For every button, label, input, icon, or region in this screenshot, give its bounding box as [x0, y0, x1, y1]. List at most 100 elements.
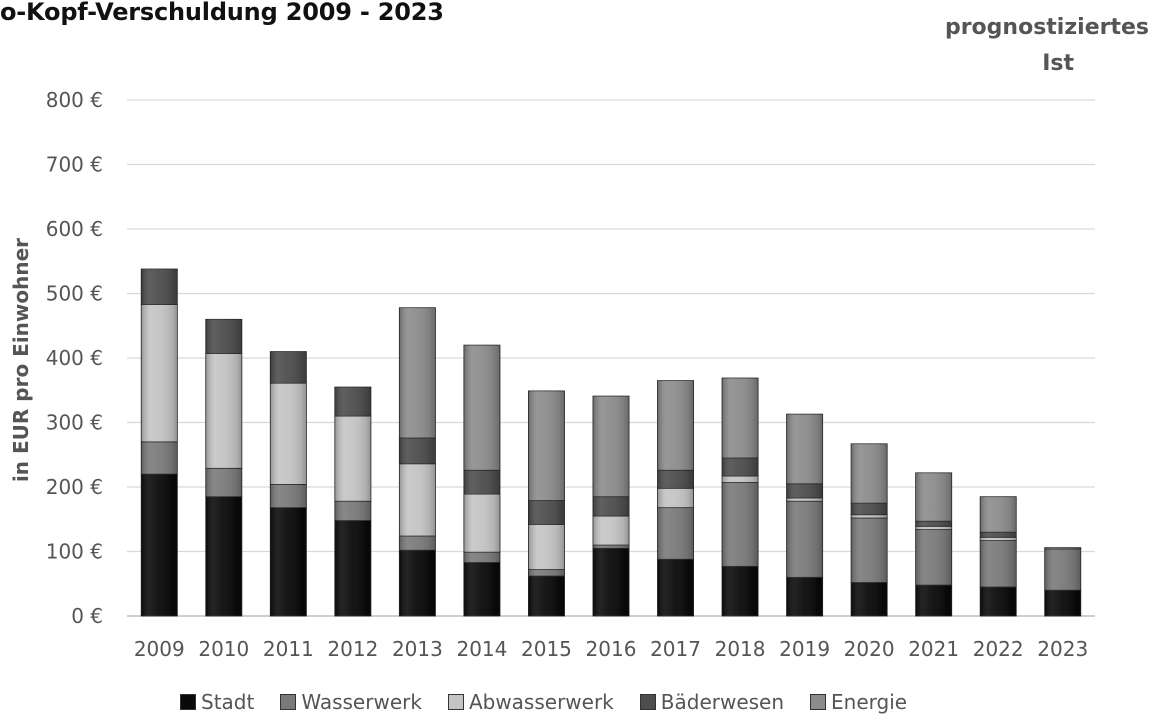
bar-segment-shading	[463, 552, 501, 563]
bar-segment-shading	[334, 520, 371, 616]
bar-stack-2018	[721, 377, 759, 617]
bar-segment-shading	[915, 529, 952, 586]
x-tick-label: 2011	[263, 637, 314, 661]
bar-stack-2010	[205, 318, 243, 617]
x-tick-label: 2021	[908, 637, 959, 661]
bar-segment-shading	[851, 582, 888, 616]
bar-segment-shading	[463, 345, 501, 471]
annotation-line-2: Ist	[1042, 51, 1074, 76]
bar-segment-shading	[528, 576, 565, 616]
legend: Stadt Wasserwerk Abwasserwerk Bäderwesen Ene…	[180, 690, 907, 714]
bar-segment-shading	[657, 470, 694, 489]
bar-segment-shading	[851, 503, 888, 515]
bar-segment-shading	[851, 514, 888, 518]
bar-segment-shading	[915, 585, 952, 616]
y-tick-label: 800 €	[46, 88, 103, 112]
x-tick-label: 2020	[844, 637, 895, 661]
x-tick-label: 2023	[1037, 637, 1088, 661]
y-axis-ticks: 0 € 100 € 200 € 300 € 400 € 500 € 600 € 700 € 80…	[46, 88, 103, 628]
bar-segment-shading	[721, 377, 759, 458]
bar-segment-shading	[141, 441, 178, 475]
bar-segment-shading	[592, 545, 630, 549]
bar-stack-2019	[786, 413, 824, 617]
y-tick-label: 400 €	[46, 346, 103, 370]
bar-segment-shading	[786, 497, 823, 502]
bar-segment-shading	[980, 496, 1017, 533]
bar-segment-shading	[270, 383, 307, 485]
legend-label: Abwasserwerk	[468, 690, 614, 714]
x-tick-label: 2014	[456, 637, 507, 661]
bar-segment-shading	[786, 483, 823, 498]
y-tick-label: 300 €	[46, 411, 103, 435]
bar-stack-2012	[334, 386, 372, 617]
bar-segment-shading	[592, 548, 630, 616]
bar-segment-shading	[980, 586, 1017, 616]
y-tick-label: 600 €	[46, 217, 103, 241]
bar-segment-shading	[528, 390, 565, 501]
bar-stack-2014	[463, 344, 501, 617]
stacked-bar-chart: 0 € 100 € 200 € 300 € 400 € 500 € 600 € 700 € 80…	[9, 88, 1095, 661]
annotation-line-1: prognostiziertes	[944, 15, 1149, 40]
bar-segment-shading	[205, 468, 242, 497]
y-tick-label: 100 €	[46, 540, 103, 564]
bar-segment-shading	[1044, 590, 1081, 616]
bar-stack-2013	[398, 307, 436, 617]
x-tick-label: 2009	[134, 637, 185, 661]
bar-segment-shading	[721, 457, 759, 477]
bar-segment-shading	[270, 507, 307, 616]
bar-segment-shading	[399, 550, 436, 616]
bar-segment-shading	[657, 559, 694, 616]
legend-label: Energie	[831, 690, 908, 714]
bar-stack-2021	[915, 472, 953, 617]
bar-stack-2015	[527, 390, 565, 617]
bar-segment-shading	[786, 501, 823, 578]
legend-item: Stadt	[180, 690, 254, 714]
x-tick-label: 2016	[586, 637, 637, 661]
bar-segment-shading	[786, 414, 823, 484]
y-tick-label: 700 €	[46, 153, 103, 177]
bar-stack-2020	[850, 443, 888, 617]
bar-segment-shading	[721, 476, 759, 483]
x-tick-label: 2010	[198, 637, 249, 661]
x-tick-label: 2017	[650, 637, 701, 661]
bar-stack-2022	[979, 496, 1017, 617]
y-tick-label: 0 €	[71, 604, 103, 628]
y-tick-label: 500 €	[46, 282, 103, 306]
bar-segment-shading	[657, 507, 694, 560]
chart-title: o-Kopf-Verschuldung 2009 - 2023	[0, 0, 444, 26]
legend-label: Stadt	[201, 690, 255, 714]
legend-swatch	[180, 694, 196, 710]
legend-item: Wasserwerk	[280, 690, 422, 714]
bar-segment-shading	[786, 577, 823, 616]
bar-segment-shading	[592, 496, 630, 517]
bar-segment-shading	[399, 463, 436, 537]
x-tick-label: 2018	[715, 637, 766, 661]
bar-stack-2011	[269, 351, 307, 617]
bar-segment-shading	[851, 443, 888, 504]
bar-segment-shading	[399, 536, 436, 551]
bar-segment-shading	[205, 496, 242, 616]
bar-segment-shading	[205, 353, 242, 469]
y-axis-label: in EUR pro Einwohner	[9, 238, 33, 482]
forecast-annotation: prognostiziertes Ist	[929, 10, 1149, 82]
legend-item: Abwasserwerk	[447, 690, 614, 714]
bar-segment-shading	[463, 494, 501, 553]
x-axis-ticks: 2009 2010 2011 2012 2013 2014 2015 2016 2017 2018…	[134, 637, 1088, 661]
bar-segment-shading	[592, 396, 630, 497]
legend-swatch	[280, 694, 297, 710]
bars	[140, 268, 1082, 617]
legend-swatch	[447, 694, 464, 710]
bar-segment-shading	[528, 569, 565, 577]
legend-item: Energie	[810, 690, 907, 714]
bar-segment-shading	[980, 540, 1017, 587]
bar-segment-shading	[205, 319, 242, 354]
bar-segment-shading	[528, 500, 565, 525]
legend-swatch	[639, 694, 656, 710]
bar-segment-shading	[334, 501, 371, 521]
bar-segment-shading	[334, 387, 371, 417]
bar-segment-shading	[915, 521, 952, 527]
bar-segment-shading	[980, 532, 1017, 538]
bar-segment-shading	[851, 517, 888, 583]
legend-label: Wasserwerk	[301, 690, 422, 714]
bar-segment-shading	[657, 488, 694, 508]
